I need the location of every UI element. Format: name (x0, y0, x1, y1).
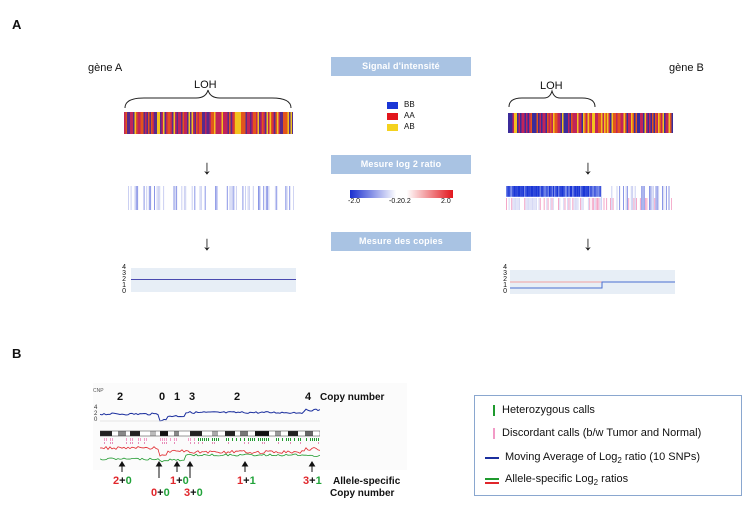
panel-b-label: B (12, 346, 22, 361)
allele-ratio-green-icon (485, 478, 499, 480)
scale-tick-min: -2.0 (348, 198, 361, 205)
segment-arrows (118, 461, 316, 478)
loh-brace-b (508, 89, 596, 108)
ab-swatch (387, 124, 398, 131)
ab-label: AB (404, 122, 415, 131)
legend-heterozygous: Heterozygous calls (502, 404, 595, 416)
down-arrow-icon: ↓ (583, 233, 593, 255)
log2-ratio-strip-gene-b (506, 186, 672, 210)
bb-swatch (387, 102, 398, 109)
intensity-strip-gene-a (124, 112, 293, 134)
copy-number-title: Copy number (320, 392, 385, 403)
scale-tick-neg: -0.2 (389, 198, 402, 205)
ratio-color-scale (350, 190, 453, 198)
allele-copy-3-0: 3+0 (184, 487, 203, 499)
step-signal-intensity: Signal d'intensité (331, 57, 471, 76)
cnv-track-area (93, 383, 407, 470)
allele-copy-title: Copy number (330, 488, 395, 499)
loh-brace-a (124, 89, 292, 109)
step-copy-measure: Mesure des copies (331, 232, 471, 251)
loh-label-b: LOH (540, 80, 563, 92)
copy-number-segment: 1 (174, 391, 181, 403)
copy-lines-b (510, 281, 675, 289)
heterozygous-mark-icon (493, 405, 495, 416)
allele-specific-title: Allele-specific (333, 476, 401, 487)
copy-plot-gene-a (131, 268, 296, 292)
copy-number-segment: 3 (189, 391, 196, 403)
down-arrow-icon: ↓ (583, 157, 593, 179)
gene-a-label: gène A (88, 62, 123, 74)
aa-label: AA (404, 111, 415, 120)
discordant-mark-icon (493, 428, 495, 439)
copy-plot-gene-b (510, 270, 675, 294)
allele-copy-2-0: 2+0 (113, 475, 132, 487)
legend-discordant: Discordant calls (b/w Tumor and Normal) (502, 427, 702, 439)
allele-copy-0-0: 0+0 (151, 487, 170, 499)
log2-ratio-strip-gene-a (128, 186, 294, 210)
copy-number-segment: 2 (117, 391, 124, 403)
step-log2-ratio: Mesure log 2 ratio (331, 155, 471, 174)
down-arrow-icon: ↓ (202, 157, 212, 179)
copy-number-segment: 0 (159, 391, 166, 403)
allele-copy-1-0: 1+0 (170, 475, 189, 487)
copy-line-a (131, 279, 296, 280)
moving-average-line-icon (485, 457, 499, 459)
scale-tick-pos: 0.2 (401, 198, 411, 205)
copy-number-segment: 4 (305, 391, 312, 403)
allele-ratio-red-icon (485, 482, 499, 484)
allele-copy-1-1: 1+1 (237, 475, 256, 487)
legend-allele-ratio: Allele-specific Log2 ratios (505, 473, 629, 488)
track-legend: Heterozygous calls Discordant calls (b/w… (474, 395, 742, 496)
legend-moving-average: Moving Average of Log2 ratio (10 SNPs) (505, 451, 701, 466)
allele-copy-3-1: 3+1 (303, 475, 322, 487)
intensity-strip-gene-b (508, 113, 673, 133)
down-arrow-icon: ↓ (202, 233, 212, 255)
cnv-tracks (100, 408, 320, 463)
bb-label: BB (404, 100, 415, 109)
cnp-axis-label: CNP (93, 388, 104, 394)
aa-swatch (387, 113, 398, 120)
loh-label-a: LOH (194, 79, 217, 91)
gene-b-label: gène B (669, 62, 704, 74)
copy-number-segment: 2 (234, 391, 241, 403)
panel-a-label: A (12, 17, 22, 32)
scale-tick-max: 2.0 (441, 198, 451, 205)
